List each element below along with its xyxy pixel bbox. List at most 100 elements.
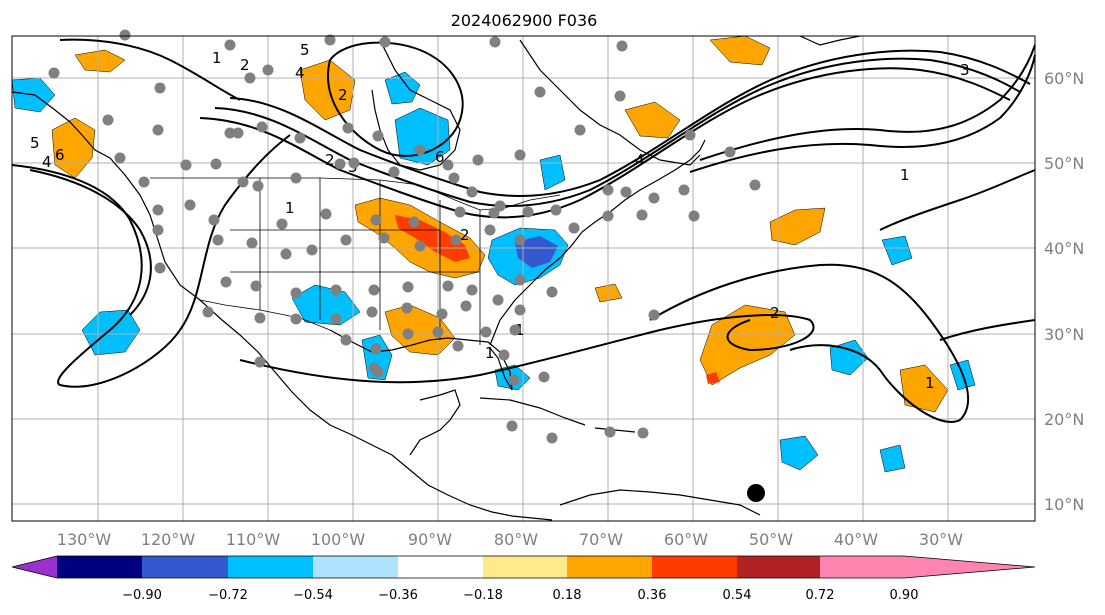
- station-icon: [244, 72, 256, 84]
- colorbar-tick-label: 0.72: [806, 588, 835, 603]
- station-icon: [480, 326, 492, 338]
- contour-jet-1: [199, 67, 1011, 219]
- station-icon: [414, 240, 426, 252]
- station-icon: [454, 206, 466, 218]
- longitude-label: 120°W: [141, 530, 196, 549]
- longitude-label: 70°W: [579, 530, 623, 549]
- station-icon: [452, 340, 464, 352]
- station-icon: [252, 180, 264, 192]
- coast-cuba: [479, 397, 586, 426]
- contour-label: 6: [55, 146, 65, 164]
- colorbar-segment: [483, 556, 567, 578]
- map-title: 2024062900 F036: [451, 11, 598, 30]
- station-icon: [330, 313, 342, 325]
- latitude-label: 50°N: [1044, 154, 1084, 173]
- contour-label: 4: [295, 64, 305, 82]
- contour-label: 2: [460, 226, 470, 244]
- station-icon: [154, 82, 166, 94]
- station-icon: [408, 216, 420, 228]
- colorbar-segment: [57, 556, 142, 578]
- station-icon: [489, 36, 501, 48]
- station-icon: [208, 214, 220, 226]
- colorbar-over-arrow: [904, 556, 1035, 578]
- longitude-label: 100°W: [311, 530, 366, 549]
- graticule: [12, 36, 1035, 521]
- contour-label: 4: [42, 153, 52, 171]
- station-icon: [119, 29, 131, 41]
- station-icon: [604, 426, 616, 438]
- station-icon: [232, 127, 244, 139]
- station-icon: [324, 34, 336, 46]
- contour-label: 5: [30, 134, 40, 152]
- colorbar-tick-label: 0.54: [723, 588, 752, 603]
- contour-label: 1: [925, 374, 935, 392]
- coast-labrador: [519, 39, 701, 166]
- latitude-label: 30°N: [1044, 325, 1084, 344]
- contour-label: 1: [900, 166, 910, 184]
- station-icon: [514, 274, 526, 286]
- shade-positive-azores: [899, 364, 949, 413]
- coast-east: [489, 139, 706, 346]
- station-icon: [224, 39, 236, 51]
- station-icon: [448, 172, 460, 184]
- station-icon: [514, 149, 526, 161]
- station-icon: [154, 262, 166, 274]
- station-icon: [330, 284, 342, 296]
- shade-negative-atlantic-4: [879, 444, 906, 473]
- contour-nw-inner: [29, 169, 152, 316]
- colorbar-outline: [11, 555, 1036, 579]
- station-icon: [484, 224, 496, 236]
- latitude-axis: 60°N 50°N 40°N 30°N 20°N 10°N: [1044, 69, 1084, 514]
- station-icon: [648, 192, 660, 204]
- station-icon: [184, 199, 196, 211]
- colorbar-segment: [142, 556, 228, 578]
- station-icon: [250, 280, 262, 292]
- station-icon: [152, 204, 164, 216]
- coast-greenland: [799, 35, 861, 46]
- station-icon: [602, 184, 614, 196]
- latitude-label: 40°N: [1044, 239, 1084, 258]
- contour-atlantic-ridge: [649, 263, 969, 423]
- latitude-label: 60°N: [1044, 69, 1084, 88]
- contour-jet-3: [229, 49, 1031, 197]
- latitude-label: 10°N: [1044, 495, 1084, 514]
- colorbar-segment: [737, 556, 820, 578]
- station-icon: [488, 207, 500, 219]
- station-icon: [280, 248, 292, 260]
- shade-positive-newfoundland: [624, 101, 681, 139]
- contour-label: 1: [212, 49, 222, 67]
- station-icon: [514, 234, 526, 246]
- station-icon: [334, 158, 346, 170]
- contour-east-atlantic: [939, 319, 1036, 341]
- shade-positive-atlantic: [699, 304, 796, 386]
- colorbar: −0.90 −0.72 −0.54 −0.36 −0.18 0.18 0.36 …: [11, 555, 1036, 603]
- map-frame: [11, 35, 1036, 522]
- contour-jet-4: [699, 44, 1036, 161]
- contour-label: 6: [435, 148, 445, 166]
- colorbar-segment: [313, 556, 398, 578]
- station-icon: [290, 313, 302, 325]
- shade-positive-atlantic-north: [709, 35, 771, 66]
- station-icon: [574, 124, 586, 136]
- shade-negative-southwest: [291, 284, 361, 326]
- longitude-label: 130°W: [57, 530, 112, 549]
- contour-label: 1: [485, 344, 495, 362]
- longitude-axis: 130°W 120°W 110°W 100°W 90°W 80°W 70°W 6…: [57, 530, 963, 549]
- station-icon: [636, 209, 648, 221]
- coast-yucatan: [409, 389, 461, 456]
- station-icon: [450, 234, 462, 246]
- contour-label: 2: [240, 56, 250, 74]
- shade-negative-pacific: [81, 309, 141, 356]
- station-icon: [620, 186, 632, 198]
- station-icon: [102, 114, 114, 126]
- shade-negative-atlantic-3: [881, 235, 913, 266]
- longitude-label: 60°W: [664, 530, 708, 549]
- shade-positive-alaska: [74, 49, 126, 73]
- station-icon: [262, 64, 274, 76]
- contour-label: 5: [300, 41, 310, 59]
- station-icon: [246, 237, 258, 249]
- shade-strong-negative-midatlantic: [515, 236, 558, 268]
- station-icon: [442, 159, 454, 171]
- station-icon: [378, 232, 390, 244]
- station-icon: [224, 127, 236, 139]
